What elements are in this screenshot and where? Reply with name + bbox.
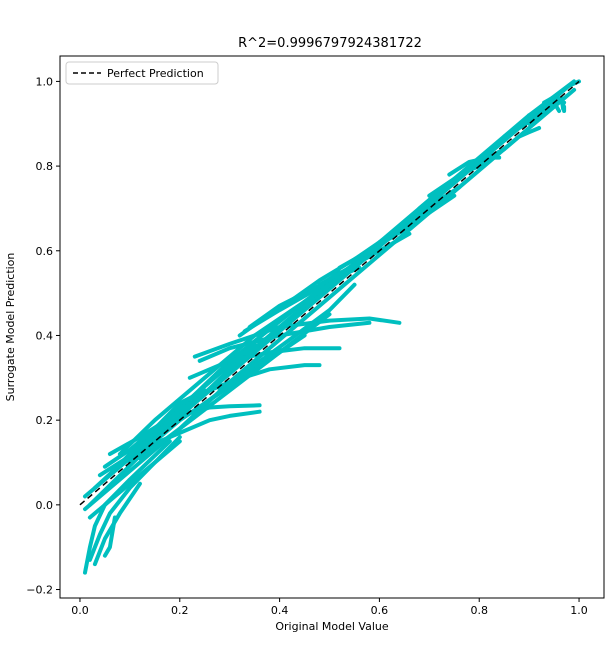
data-curve [87,439,182,520]
y-axis-label: Surrogate Model Prediction [4,253,17,402]
legend-box [65,61,219,85]
perfect-prediction-line [79,80,580,506]
x-tick-label: 1.0 [570,604,588,617]
data-layer [83,79,581,575]
data-curve [83,439,172,575]
data-curve [102,388,207,469]
y-axis: −0.2 0.0 0.2 0.4 0.6 0.8 1.0 [26,75,60,597]
x-tick-label: 0.6 [371,604,389,617]
x-axis-label: Original Model Value [275,620,389,633]
data-curve [542,79,581,105]
x-axis: 0.0 0.2 0.4 0.6 0.8 1.0 [71,598,588,617]
y-tick-label: 0.6 [36,245,54,258]
data-curve [477,126,542,169]
data-curve [217,282,357,393]
x-tick-label: 0.0 [71,604,89,617]
data-curve [102,515,117,558]
data-curve [177,363,322,406]
data-curve [192,316,402,359]
y-tick-label: 0.2 [36,414,54,427]
x-tick-label: 0.2 [171,604,189,617]
y-tick-label: 0.0 [36,499,54,512]
x-tick-label: 0.8 [470,604,488,617]
x-tick-label: 0.4 [271,604,289,617]
y-tick-label: −0.2 [26,584,53,597]
data-curve [83,83,572,499]
chart-title: R^2=0.9996797924381722 [238,36,422,51]
y-tick-label: 0.8 [36,160,54,173]
data-curve [117,265,357,456]
legend-label: Perfect Prediction [107,67,204,80]
plot-frame [59,55,605,599]
data-curve [417,164,482,211]
reference-layer [79,80,580,506]
y-tick-label: 0.4 [36,329,54,342]
legend: Perfect Prediction [65,61,219,85]
data-curve [317,231,412,287]
y-tick-label: 1.0 [36,75,54,88]
